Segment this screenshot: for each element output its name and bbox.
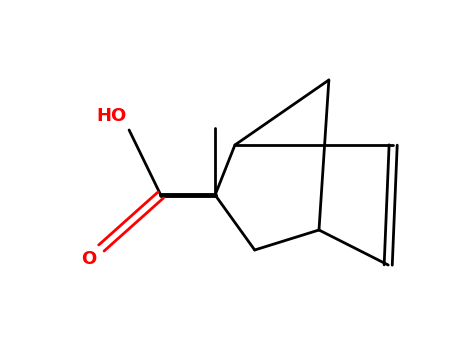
Text: O: O (81, 250, 96, 268)
Text: HO: HO (96, 107, 127, 125)
